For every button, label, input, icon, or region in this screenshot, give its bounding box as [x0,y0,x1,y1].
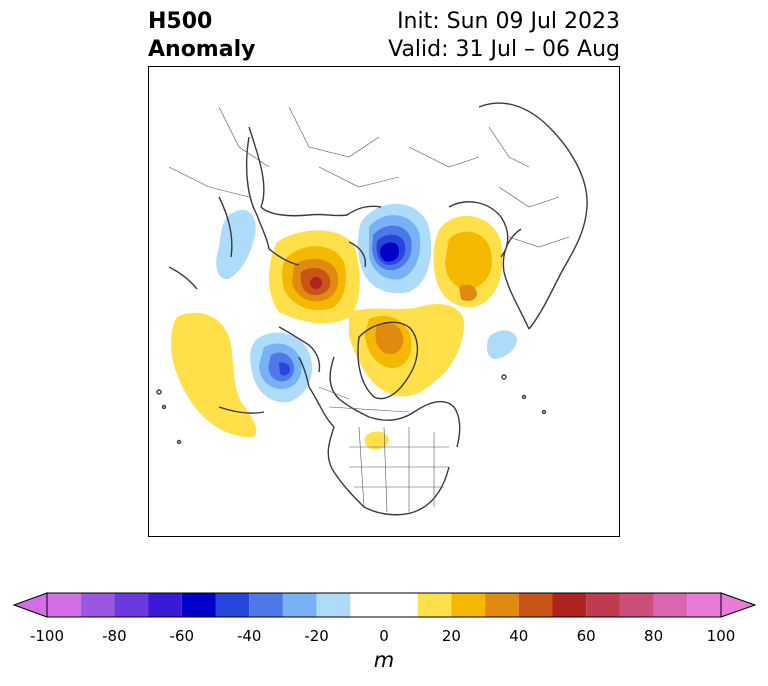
colorbar-tick-label: -80 [102,627,127,645]
political-borders [168,106,570,513]
init-date: Init: Sun 09 Jul 2023 [397,9,620,34]
colorbar-segment [249,593,283,617]
colorbar-segment [148,593,182,617]
title-variable: H500 [148,9,213,34]
map-canvas [156,102,588,516]
colorbar-tick-label: 20 [441,627,461,645]
colorbar-tick-label: -20 [304,627,329,645]
colorbar-tick-label: -60 [169,627,195,645]
date-info: Init: Sun 09 Jul 2023 Valid: 31 Jul – 06… [388,8,620,64]
colorbar-segment [282,593,317,617]
colorbar-segment [316,593,351,617]
colorbar-segment [47,593,81,617]
colorbar-segment [114,593,149,617]
colorbar-tick-label: 100 [706,627,736,645]
colorbar-extend-low [12,592,48,618]
colorbar-tick-label: 80 [644,627,664,645]
title-field: Anomaly [148,37,256,62]
colorbar-tick-label: 40 [509,627,529,645]
colorbar-tick-label: -40 [236,627,262,645]
colorbar-extend-high [720,592,757,618]
colorbar-unit: m [373,648,395,672]
valid-period: Valid: 31 Jul – 06 Aug [388,37,620,62]
colorbar-tick-labels: -100 -80 -60 -40 -20 0 20 40 60 80 100 [0,627,768,647]
map-title: H500 Anomaly [148,8,255,64]
colorbar-segment [619,593,654,617]
anomaly-map [148,66,620,537]
colorbar-segment [687,593,721,617]
colorbar-segment [518,593,553,617]
colorbar-tick-label: 0 [379,627,389,645]
colorbar-tick-label: 60 [576,627,596,645]
colorbar-segment [653,593,688,617]
coastlines [156,102,588,516]
colorbar-segment [80,593,115,617]
colorbar [12,592,757,618]
anomaly-shading [171,203,517,450]
colorbar-segment [485,593,519,617]
colorbar-segment [586,593,620,617]
colorbar-segment [215,593,250,617]
colorbar-segment [451,593,486,617]
colorbar-segment [181,593,216,617]
colorbar-tick-label: -100 [29,627,65,645]
colorbar-segments [47,593,721,617]
colorbar-outline [46,592,722,618]
colorbar-segment [417,593,452,617]
colorbar-segment [350,593,418,617]
colorbar-segment [552,593,587,617]
